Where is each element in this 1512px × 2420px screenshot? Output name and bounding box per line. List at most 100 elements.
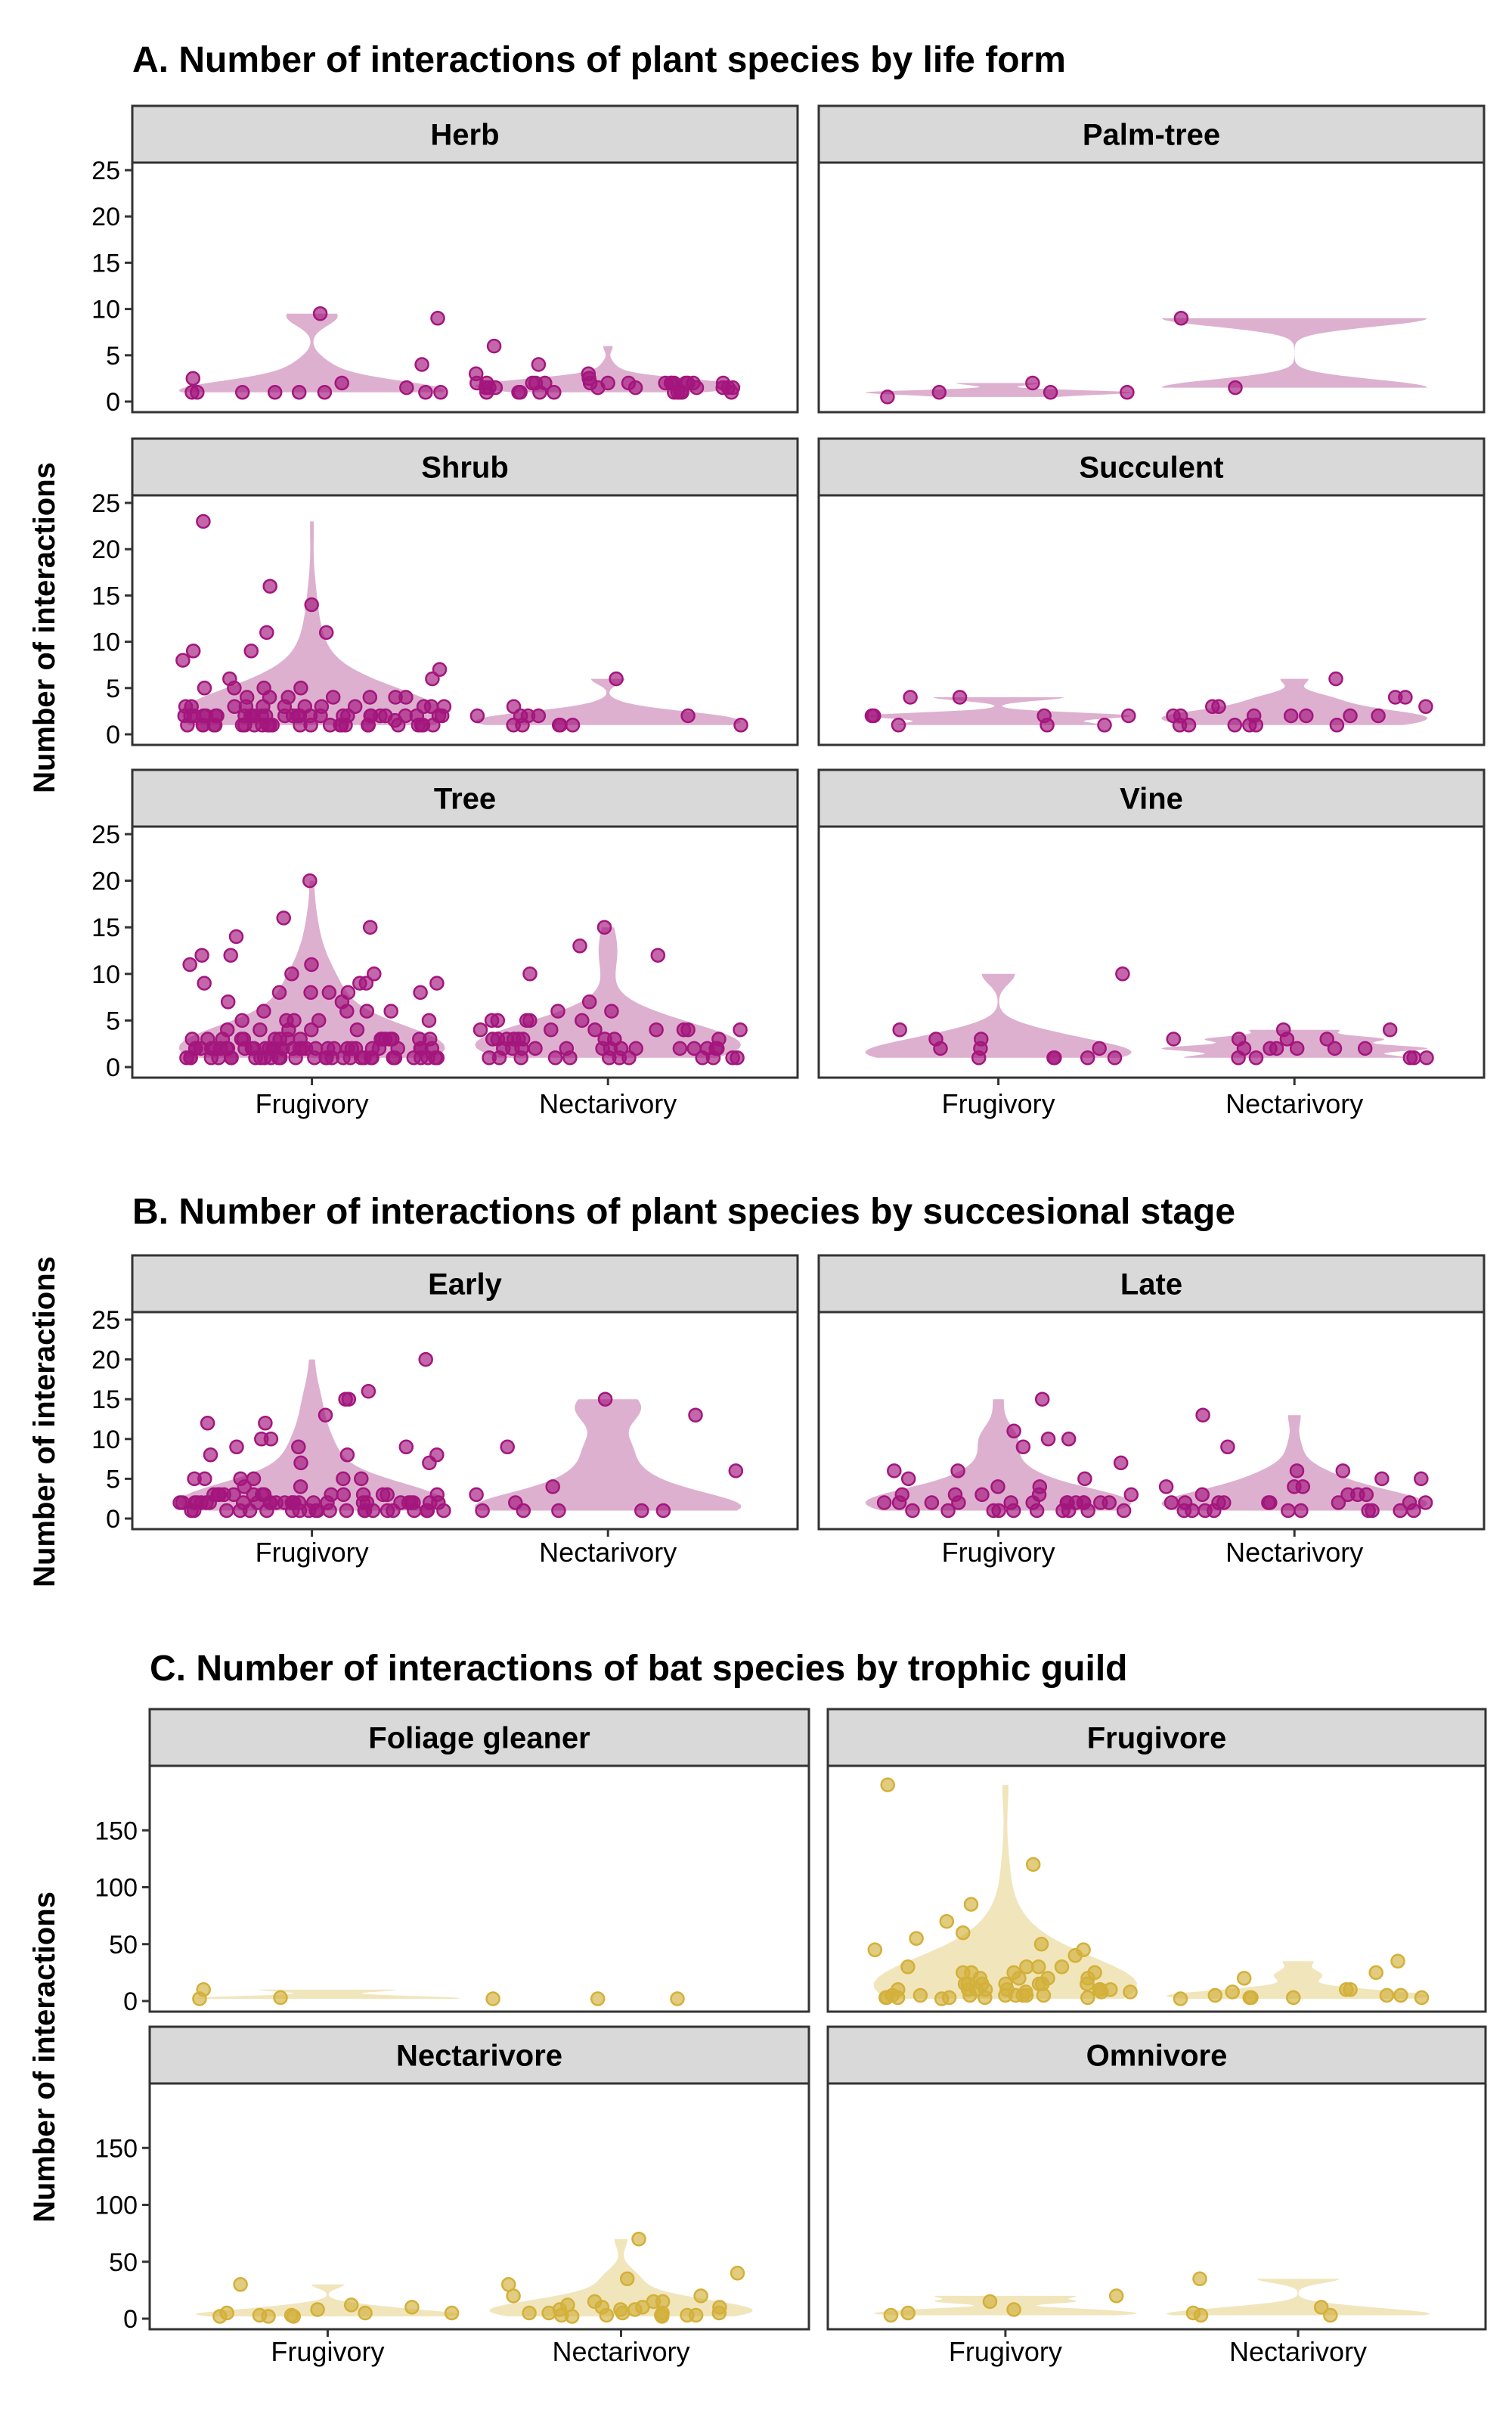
data-point	[963, 1897, 979, 1912]
data-point	[229, 1439, 244, 1455]
data-point	[1340, 1487, 1356, 1503]
data-point	[1327, 1041, 1343, 1056]
data-point	[609, 671, 624, 687]
data-point	[339, 1447, 355, 1463]
data-point	[909, 1931, 924, 1946]
data-point	[1018, 1987, 1034, 2003]
violin-frugivory	[178, 521, 445, 725]
data-point	[1034, 1392, 1050, 1407]
data-point	[304, 1022, 319, 1038]
data-point	[246, 1471, 262, 1487]
data-point	[1371, 708, 1386, 724]
data-point	[318, 625, 334, 641]
facet-vine: Vine Frugivory Nectarivory	[817, 768, 1486, 1119]
data-point	[597, 1392, 613, 1407]
data-point	[336, 1471, 351, 1487]
data-point	[203, 1447, 218, 1463]
data-point	[1419, 1050, 1434, 1066]
y-tick-label: 50	[109, 1931, 138, 1959]
data-point	[228, 929, 244, 945]
data-point	[1040, 718, 1055, 733]
data-point	[472, 1022, 488, 1038]
data-point	[892, 1022, 907, 1038]
violin-frugivory	[865, 697, 1132, 725]
data-point	[196, 1982, 211, 1997]
data-point	[227, 681, 242, 696]
data-point	[1242, 1990, 1257, 2006]
data-point	[469, 375, 485, 391]
data-point	[362, 690, 378, 705]
y-tick-label: 10	[91, 1426, 120, 1454]
data-point	[380, 1487, 395, 1503]
panel-C: C. Number of interactions of bat species…	[28, 1649, 1487, 2367]
facet-strip-label: Frugivore	[1087, 1722, 1226, 1755]
data-point	[291, 1439, 306, 1455]
data-point	[485, 1032, 500, 1047]
facet-strip	[826, 1708, 1487, 1767]
data-point	[680, 708, 696, 724]
violin-frugivory	[865, 1399, 1132, 1511]
data-point	[900, 1471, 916, 1487]
data-point	[686, 1041, 702, 1056]
data-point	[878, 1990, 894, 2006]
data-point	[364, 1050, 380, 1066]
data-point	[184, 1503, 199, 1519]
data-point	[361, 1383, 376, 1399]
violin-frugivory	[873, 1785, 1137, 1999]
violin-frugivory	[865, 973, 1132, 1058]
data-point	[1289, 1463, 1305, 1478]
data-point	[1194, 1487, 1210, 1503]
x-tick-label: Frugivory	[942, 1537, 1055, 1568]
data-point	[196, 513, 211, 529]
data-point	[1387, 690, 1403, 705]
data-point	[688, 1407, 703, 1423]
facet-strip	[131, 104, 799, 164]
data-point	[293, 1479, 308, 1494]
facet-strip-label: Tree	[434, 783, 496, 816]
data-point	[349, 1022, 365, 1038]
data-point	[912, 1987, 928, 2003]
section-title-B: B. Number of interactions of plant speci…	[132, 1192, 1235, 1232]
data-point	[511, 385, 526, 400]
data-point	[220, 994, 236, 1010]
data-point	[273, 1990, 288, 2006]
data-point	[1031, 1487, 1047, 1503]
data-point	[599, 2307, 615, 2323]
violin-nectarivory	[1167, 2279, 1430, 2316]
data-point	[631, 2231, 646, 2247]
data-point	[1289, 1041, 1305, 1056]
data-point	[362, 920, 378, 935]
data-point	[237, 1479, 252, 1494]
data-point	[404, 2300, 420, 2315]
data-point	[1365, 1503, 1380, 1519]
data-point	[1359, 1487, 1374, 1503]
y-tick-label: 10	[91, 628, 120, 657]
data-point	[276, 911, 291, 926]
data-point	[429, 1050, 445, 1066]
data-point	[430, 311, 445, 326]
data-point	[547, 1050, 563, 1066]
data-point	[876, 1495, 892, 1510]
data-point	[1335, 1463, 1351, 1478]
data-point	[347, 699, 363, 715]
facet-strip-label: Herb	[430, 119, 499, 152]
y-tick-label: 15	[91, 582, 120, 610]
data-point	[314, 699, 330, 715]
data-point	[490, 1013, 506, 1028]
violin-frugivory	[178, 1359, 445, 1511]
data-point	[1281, 1503, 1296, 1519]
data-point	[655, 1503, 671, 1519]
data-point	[175, 653, 191, 668]
data-point	[262, 579, 277, 594]
data-point	[999, 1982, 1015, 1997]
facet-plot-area	[131, 1311, 799, 1531]
data-point	[423, 699, 439, 715]
data-point	[715, 380, 730, 396]
data-point	[1054, 1959, 1070, 1975]
facet-plot-area	[148, 2082, 810, 2331]
data-point	[172, 1495, 187, 1510]
data-point	[185, 644, 201, 659]
data-point	[293, 681, 308, 696]
data-point	[1158, 1479, 1174, 1494]
